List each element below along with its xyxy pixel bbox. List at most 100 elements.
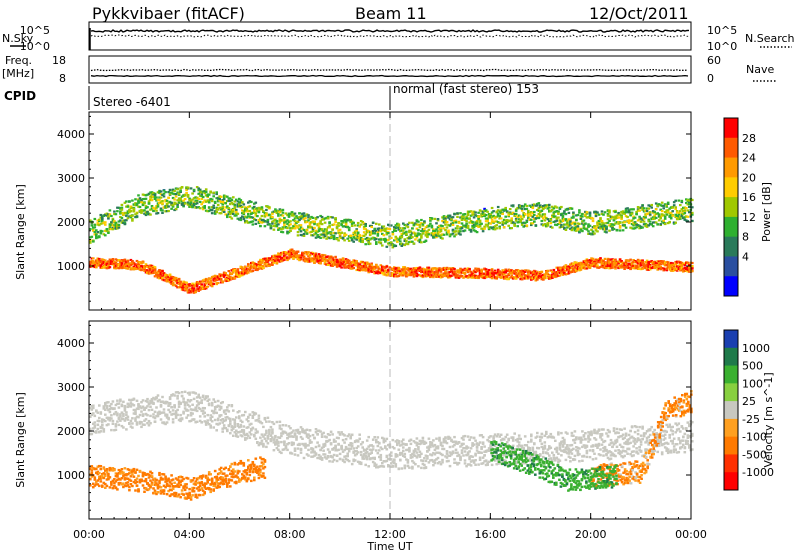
power-cell <box>671 210 674 213</box>
power-cell <box>393 269 396 272</box>
power-cell <box>415 269 419 272</box>
power-cell <box>232 203 235 206</box>
power-cell <box>502 218 506 221</box>
velocity-cell <box>122 412 125 416</box>
power-cell <box>539 205 542 209</box>
power-cell <box>275 257 279 260</box>
power-cell <box>335 265 339 268</box>
power-cell <box>569 221 572 225</box>
power-cell <box>630 266 634 269</box>
power-cell <box>537 216 541 220</box>
power-cell <box>230 212 234 215</box>
power-cell <box>170 202 173 205</box>
power-cell <box>466 210 470 213</box>
power-cell <box>168 278 172 281</box>
power-cell <box>254 219 258 222</box>
power-cell <box>493 225 497 228</box>
power-cell <box>456 274 459 277</box>
power-cell <box>511 212 515 215</box>
power-cell <box>301 212 304 215</box>
power-cell <box>450 216 453 219</box>
power-cell <box>677 267 681 270</box>
velocity-cell <box>107 416 110 419</box>
power-cell <box>272 210 276 213</box>
power-cell <box>277 259 280 262</box>
velocity-cell <box>108 410 112 414</box>
power-cell <box>174 187 178 190</box>
power-cell <box>149 264 152 268</box>
power-cell <box>165 199 169 202</box>
power-cell <box>498 221 501 224</box>
power-cell <box>173 283 176 286</box>
power-cell <box>129 207 133 210</box>
power-cell <box>444 270 447 273</box>
power-cell <box>520 204 524 208</box>
power-cell <box>338 233 342 236</box>
power-cell <box>165 206 169 209</box>
power-cell <box>405 268 408 271</box>
power-cell <box>260 206 264 209</box>
power-cell <box>561 212 565 215</box>
power-cell <box>514 277 518 280</box>
power-cell <box>356 262 360 265</box>
power-cell <box>93 231 97 234</box>
power-cell <box>527 209 530 212</box>
power-cell <box>286 256 289 259</box>
power-cell <box>605 225 608 228</box>
power-cell <box>514 208 518 211</box>
power-cell <box>340 231 343 234</box>
power-cell <box>195 281 199 284</box>
power-cell <box>576 264 580 267</box>
power-cell <box>674 262 677 265</box>
power-cell <box>420 268 423 271</box>
power-cell <box>435 275 438 278</box>
power-cell <box>483 225 486 228</box>
power-cell <box>546 204 550 207</box>
power-cell <box>429 218 432 221</box>
power-cell <box>224 279 227 283</box>
power-cell <box>537 212 541 216</box>
power-cell <box>222 201 226 204</box>
power-cell <box>624 215 628 218</box>
power-cell <box>358 268 361 271</box>
power-cell <box>272 224 276 228</box>
power-cell <box>168 274 172 278</box>
power-cell <box>263 220 267 223</box>
power-cell <box>104 229 107 232</box>
power-cell <box>522 271 525 274</box>
power-cell <box>511 269 515 272</box>
power-cell <box>108 227 112 230</box>
power-cell <box>394 267 398 270</box>
power-cell <box>475 215 479 218</box>
power-cell <box>621 221 625 224</box>
power-cell <box>596 266 599 269</box>
power-cell <box>618 260 622 263</box>
velocity-cell <box>99 430 103 433</box>
power-cell <box>481 230 485 233</box>
power-cell <box>188 202 191 205</box>
power-cell <box>152 271 155 274</box>
power-cell <box>602 222 605 225</box>
power-cell <box>680 269 684 272</box>
power-cell <box>608 262 611 265</box>
velocity-cell <box>111 400 115 403</box>
power-cell <box>305 213 309 216</box>
power-cell <box>453 270 456 273</box>
power-cell <box>215 191 218 194</box>
power-cell <box>520 207 524 210</box>
power-cell <box>168 200 172 203</box>
power-cell <box>510 227 513 230</box>
power-cell <box>540 277 544 280</box>
power-cell <box>245 220 249 223</box>
power-cell <box>93 233 97 236</box>
power-cell <box>505 210 509 213</box>
power-cell <box>296 257 300 260</box>
power-cell <box>400 233 404 236</box>
power-cell <box>633 223 637 226</box>
power-cell <box>95 262 98 265</box>
power-cell <box>408 273 411 276</box>
power-cell <box>523 269 527 272</box>
power-cell <box>125 205 128 208</box>
power-cell <box>575 219 578 222</box>
power-cell <box>555 206 559 209</box>
